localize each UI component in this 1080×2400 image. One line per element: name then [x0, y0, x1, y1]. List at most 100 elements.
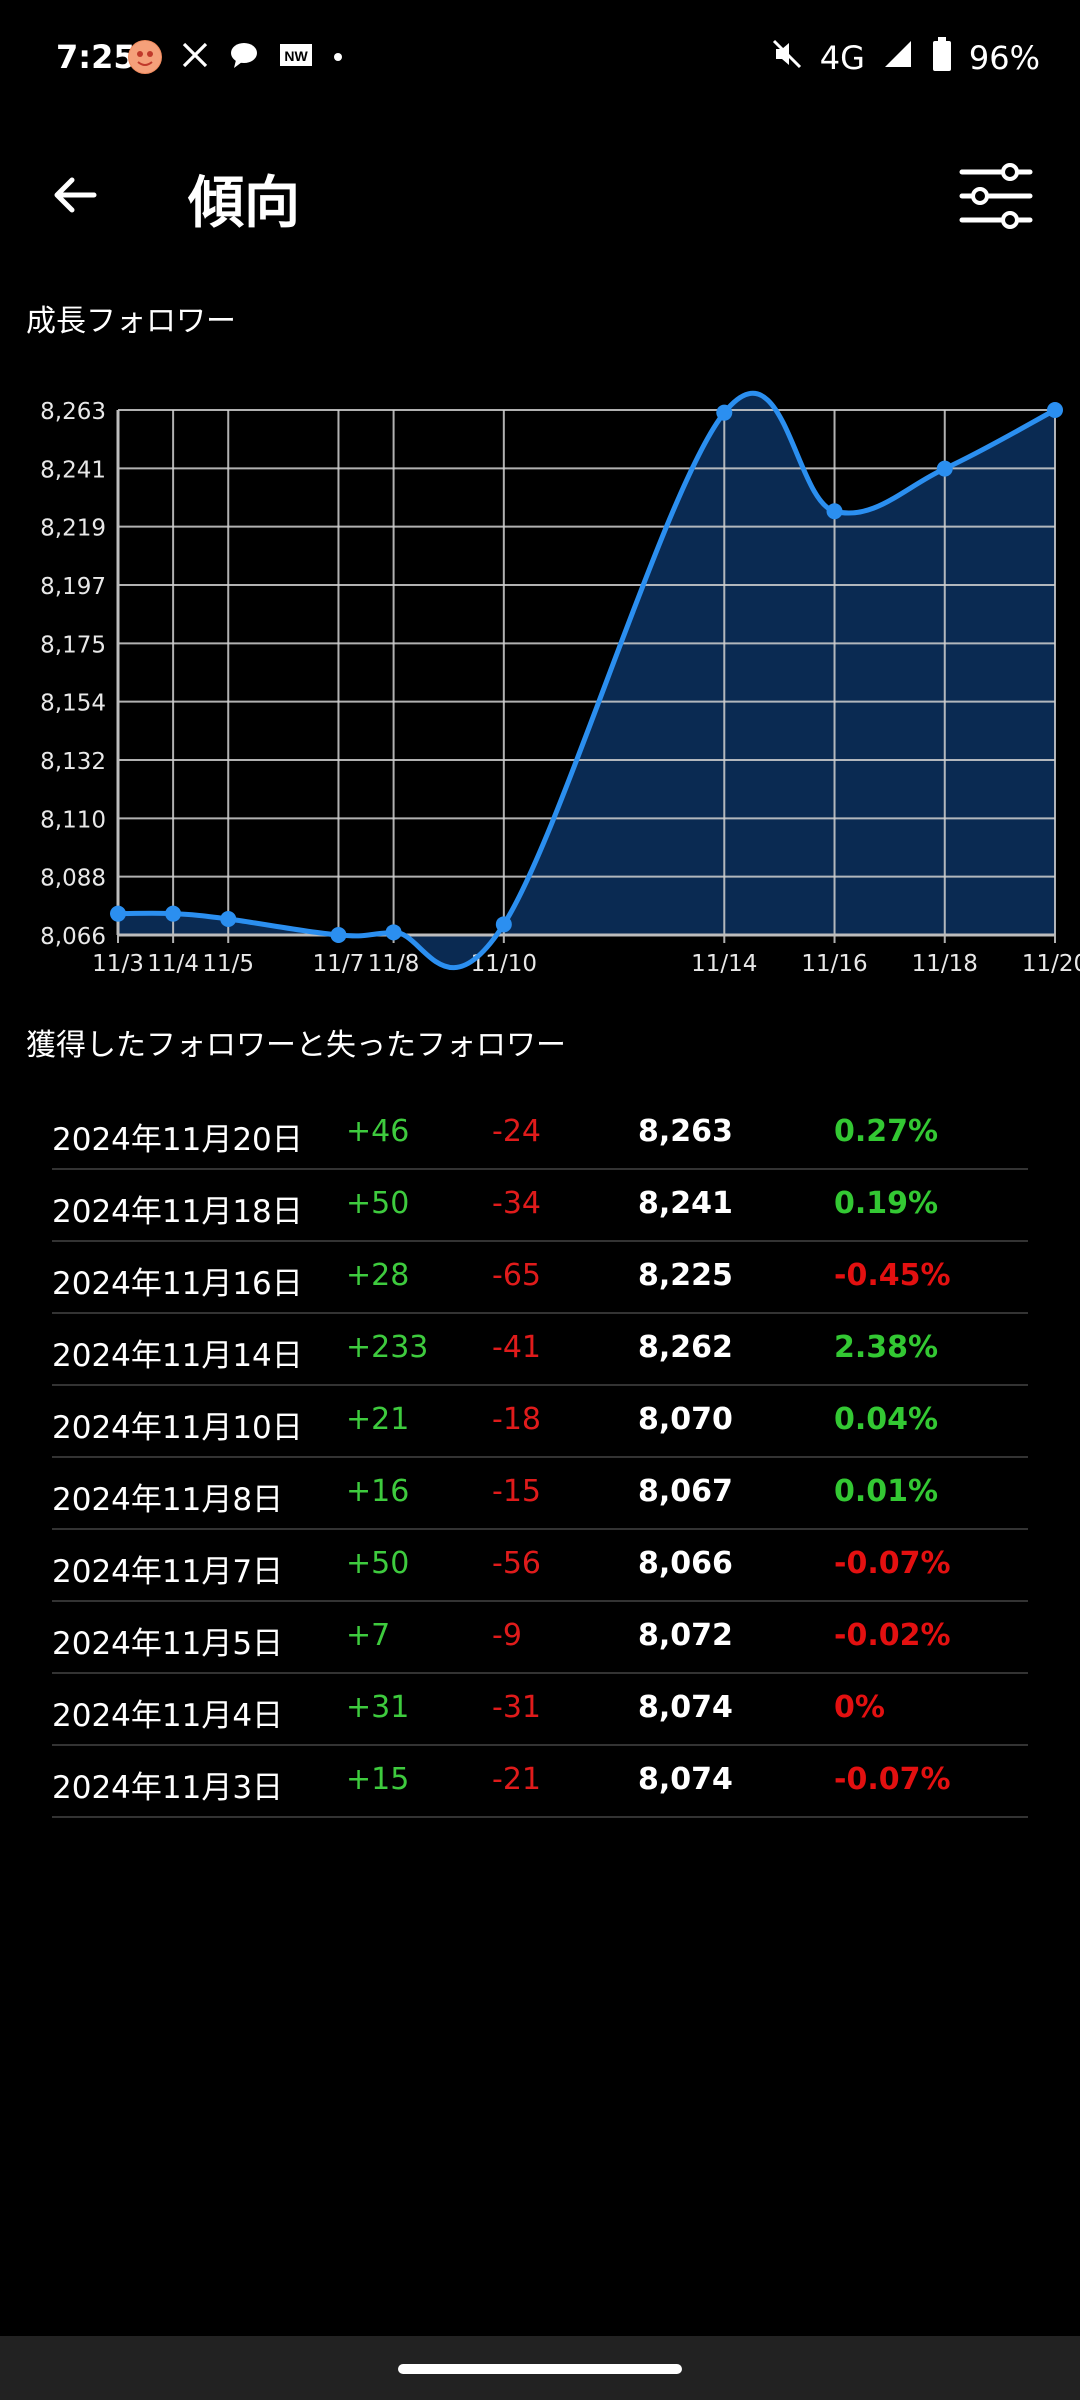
- x-tick-label: 11/4: [147, 951, 199, 977]
- table-row: 2024年11月20日 +46 -24 8,263 0.27%: [52, 1098, 1028, 1170]
- network-type: 4G: [819, 39, 865, 77]
- table-row: 2024年11月18日 +50 -34 8,241 0.19%: [52, 1170, 1028, 1242]
- y-tick-label: 8,263: [40, 399, 106, 425]
- table-row: 2024年11月7日 +50 -56 8,066 -0.07%: [52, 1530, 1028, 1602]
- row-date: 2024年11月5日: [52, 1626, 284, 1662]
- row-lost: -65: [492, 1258, 541, 1293]
- row-change-percent: 0.19%: [834, 1186, 939, 1221]
- row-lost: -24: [492, 1114, 541, 1149]
- table-row: 2024年11月4日 +31 -31 8,074 0%: [52, 1674, 1028, 1746]
- row-lost: -41: [492, 1330, 541, 1365]
- row-date: 2024年11月7日: [52, 1554, 284, 1590]
- row-total: 8,070: [638, 1402, 733, 1437]
- y-tick-label: 8,241: [40, 457, 106, 483]
- mute-icon: [770, 37, 804, 79]
- x-tick-label: 11/18: [912, 951, 978, 977]
- row-gained: +7: [346, 1618, 391, 1653]
- row-date: 2024年11月8日: [52, 1482, 284, 1518]
- row-total: 8,262: [638, 1330, 733, 1365]
- row-change-percent: -0.02%: [834, 1618, 951, 1653]
- y-tick-label: 8,066: [40, 924, 106, 950]
- chart-section-title: 成長フォロワー: [26, 304, 236, 339]
- table-row: 2024年11月10日 +21 -18 8,070 0.04%: [52, 1386, 1028, 1458]
- threads-icon: [228, 40, 260, 74]
- x-tick-label: 11/3: [92, 951, 144, 977]
- row-lost: -31: [492, 1690, 541, 1725]
- row-gained: +15: [346, 1762, 410, 1797]
- y-tick-label: 8,154: [40, 691, 106, 717]
- chart-data-point: [110, 905, 126, 922]
- status-bar: 7:25 NW 4G 96%: [0, 0, 1080, 120]
- row-date: 2024年11月14日: [52, 1338, 303, 1374]
- chart-data-point: [716, 404, 733, 421]
- row-gained: +50: [346, 1546, 410, 1581]
- follower-growth-chart: 8,066 8,088 8,110 8,132 8,154 8,175 8,197 8,219…: [40, 390, 1080, 977]
- row-gained: +16: [346, 1474, 410, 1509]
- sliders-icon: [959, 163, 1033, 229]
- row-change-percent: 0.27%: [834, 1114, 939, 1149]
- row-change-percent: 0.01%: [834, 1474, 939, 1509]
- chart-area-fill: [118, 393, 1055, 968]
- y-tick-label: 8,088: [40, 866, 106, 892]
- row-total: 8,225: [638, 1258, 733, 1293]
- more-notifications-dot-icon: [332, 48, 344, 67]
- x-icon: [180, 40, 210, 74]
- table-row: 2024年11月14日 +233 -41 8,262 2.38%: [52, 1314, 1028, 1386]
- row-gained: +28: [346, 1258, 410, 1293]
- row-total: 8,074: [638, 1762, 733, 1797]
- y-tick-label: 8,110: [40, 807, 106, 833]
- notification-icons: NW: [128, 40, 344, 74]
- row-change-percent: 0%: [834, 1690, 885, 1725]
- chart-data-point: [1047, 402, 1063, 418]
- row-total: 8,066: [638, 1546, 733, 1581]
- navigation-bar: [0, 2336, 1080, 2400]
- back-button[interactable]: [40, 160, 110, 230]
- chart-data-point: [936, 460, 953, 477]
- chart-series-line: [117, 390, 1057, 970]
- x-tick-label: 11/14: [691, 951, 757, 977]
- row-date: 2024年11月16日: [52, 1266, 303, 1302]
- row-total: 8,067: [638, 1474, 733, 1509]
- row-lost: -21: [492, 1762, 541, 1797]
- row-lost: -56: [492, 1546, 541, 1581]
- y-tick-label: 8,197: [40, 574, 106, 600]
- status-time: 7:25: [56, 38, 136, 76]
- row-change-percent: -0.07%: [834, 1546, 951, 1581]
- x-tick-label: 11/16: [801, 951, 867, 977]
- follower-change-table: 2024年11月20日 +46 -24 8,263 0.27% 2024年11月18日 +5…: [52, 1098, 1028, 1818]
- chart-data-point: [826, 503, 843, 520]
- battery-percent: 96%: [968, 39, 1040, 77]
- row-gained: +50: [346, 1186, 410, 1221]
- chart-data-point: [495, 916, 512, 933]
- signal-icon: [881, 37, 915, 79]
- row-total: 8,241: [638, 1186, 733, 1221]
- row-gained: +233: [346, 1330, 429, 1365]
- row-gained: +31: [346, 1690, 410, 1725]
- page-title: 傾向: [188, 171, 300, 236]
- row-total: 8,074: [638, 1690, 733, 1725]
- arrow-left-icon: [54, 177, 97, 213]
- chart-data-point: [220, 911, 237, 928]
- row-date: 2024年11月18日: [52, 1194, 303, 1230]
- row-change-percent: -0.07%: [834, 1762, 951, 1797]
- sticker-app-icon: [128, 40, 162, 74]
- row-lost: -18: [492, 1402, 541, 1437]
- row-lost: -15: [492, 1474, 541, 1509]
- chart-data-point: [385, 924, 402, 941]
- x-tick-label: 11/20: [1022, 951, 1080, 977]
- row-change-percent: -0.45%: [834, 1258, 951, 1293]
- x-tick-label: 11/8: [368, 951, 420, 977]
- home-gesture-handle[interactable]: [398, 2364, 682, 2374]
- chart-data-point: [165, 905, 182, 922]
- table-row: 2024年11月16日 +28 -65 8,225 -0.45%: [52, 1242, 1028, 1314]
- row-date: 2024年11月4日: [52, 1698, 284, 1734]
- y-tick-label: 8,132: [40, 749, 106, 775]
- row-date: 2024年11月10日: [52, 1410, 303, 1446]
- x-tick-label: 11/5: [202, 951, 254, 977]
- filter-settings-button[interactable]: [956, 156, 1036, 236]
- row-date: 2024年11月3日: [52, 1770, 284, 1806]
- y-tick-label: 8,175: [40, 632, 106, 658]
- x-tick-label: 11/7: [313, 951, 365, 977]
- news-app-icon: NW: [278, 40, 314, 74]
- table-row: 2024年11月3日 +15 -21 8,074 -0.07%: [52, 1746, 1028, 1818]
